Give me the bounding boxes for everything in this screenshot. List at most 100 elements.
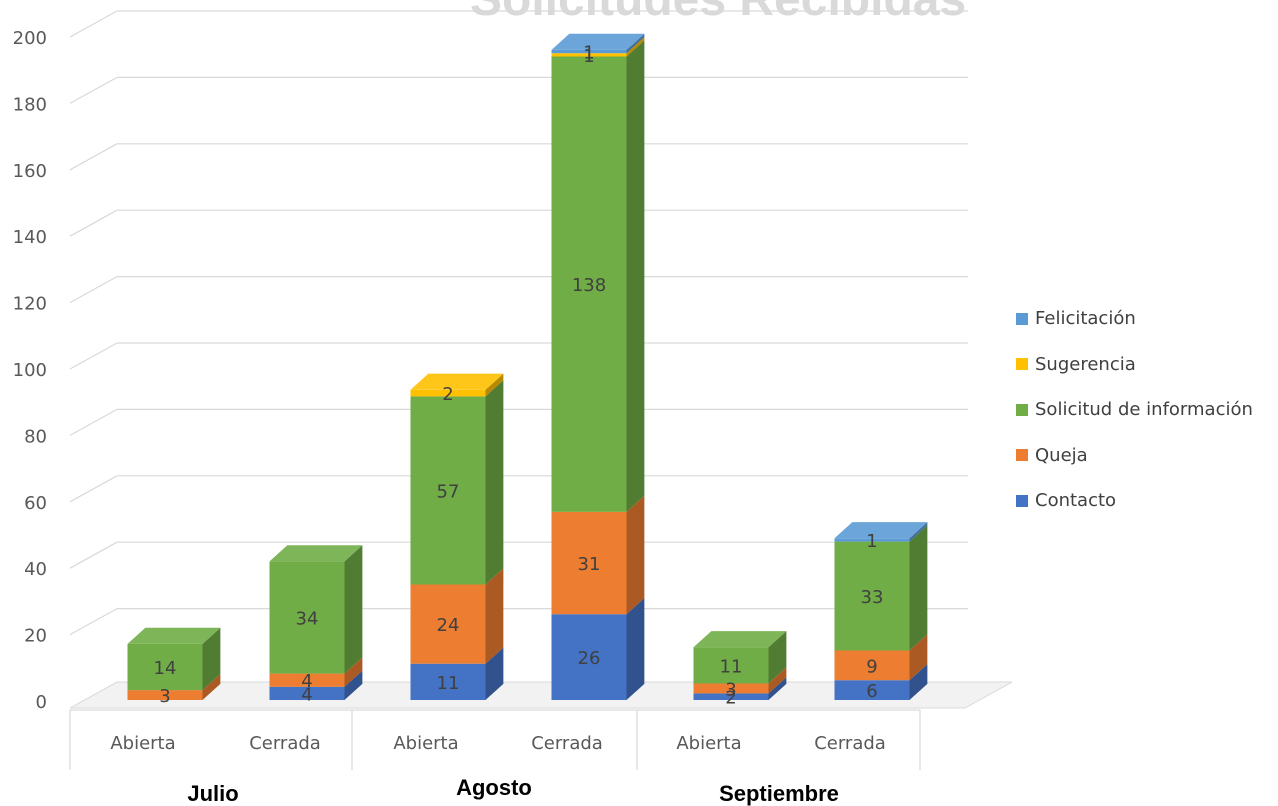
legend-item-queja: Queja — [1016, 433, 1253, 479]
bar-side — [768, 677, 787, 700]
bar-side — [626, 495, 645, 615]
bar-side — [909, 664, 928, 700]
data-label: 34 — [296, 609, 319, 630]
data-label: 4 — [301, 684, 312, 705]
legend-item-felicitacion: Felicitación — [1016, 296, 1253, 342]
x-tick-label: Abierta — [676, 733, 741, 754]
bar-side — [485, 373, 504, 397]
bar-top — [410, 373, 504, 390]
bar-segment — [410, 663, 486, 700]
bar-segment — [551, 511, 627, 615]
gridline-depth — [69, 209, 118, 237]
legend-label-solicitud: Solicitud de información — [1035, 399, 1253, 421]
bar-side — [909, 525, 928, 651]
x-tick-label: Abierta — [110, 733, 175, 754]
y-tick-label: 160 — [13, 161, 47, 182]
bar-top — [127, 627, 221, 644]
legend-label-sugerencia: Sugerencia — [1035, 353, 1136, 375]
bar-side — [768, 667, 787, 694]
bar-segment — [551, 49, 627, 54]
data-label: 26 — [578, 648, 601, 669]
chart-title: Solicitudes Recibidas — [470, 0, 966, 27]
bar-side — [202, 627, 221, 691]
gridline-depth — [69, 143, 118, 171]
gridline-depth — [69, 276, 118, 304]
x-tick-label: Cerrada — [814, 733, 886, 754]
x-group-label: Septiembre — [719, 781, 839, 806]
y-tick-label: 120 — [13, 294, 47, 315]
y-tick-label: 140 — [13, 227, 47, 248]
bar-side — [909, 634, 928, 681]
bar-segment — [551, 53, 627, 57]
x-group-label: Agosto — [456, 775, 532, 800]
bar-side — [626, 37, 645, 57]
data-label: 11 — [720, 656, 743, 677]
legend-swatch-sugerencia — [1016, 358, 1028, 371]
data-label: 24 — [437, 615, 460, 636]
data-label: 33 — [861, 587, 884, 608]
y-tick-label: 20 — [24, 626, 47, 647]
bar-segment — [834, 541, 910, 651]
data-label: 11 — [437, 673, 460, 694]
bar-top — [269, 545, 363, 562]
bar-segment — [410, 584, 486, 664]
data-label: 3 — [725, 679, 736, 700]
data-label: 14 — [154, 658, 177, 679]
data-label: 6 — [866, 681, 877, 702]
y-tick-label: 180 — [13, 94, 47, 115]
y-tick-label: 0 — [36, 692, 47, 713]
bar-segment — [127, 643, 203, 691]
bar-segment — [127, 690, 203, 700]
bar-side — [344, 545, 363, 674]
data-label: 1 — [583, 43, 594, 64]
bar-segment — [693, 693, 769, 700]
bar-segment — [551, 56, 627, 512]
x-group-label: Julio — [187, 781, 238, 806]
data-label: 2 — [442, 384, 453, 405]
chart-legend: Felicitación Sugerencia Solicitud de inf… — [1016, 296, 1253, 524]
y-tick-label: 60 — [24, 493, 47, 514]
legend-swatch-felicitacion — [1016, 312, 1028, 325]
bar-side — [485, 380, 504, 585]
bar-segment — [269, 686, 345, 700]
bar-side — [485, 647, 504, 700]
legend-swatch-contacto — [1016, 494, 1028, 507]
y-tick-label: 200 — [13, 28, 47, 49]
bar-side — [344, 657, 363, 687]
legend-label-contacto: Contacto — [1035, 490, 1117, 512]
bar-side — [485, 568, 504, 664]
gridline-depth — [69, 541, 118, 569]
data-label: 1 — [583, 46, 594, 67]
bar-segment — [269, 561, 345, 674]
bar-side — [768, 631, 787, 684]
y-tick-label: 40 — [24, 559, 47, 580]
bar-side — [344, 670, 363, 700]
data-label: 138 — [572, 275, 606, 296]
bar-top — [693, 631, 787, 648]
bar-side — [909, 522, 928, 542]
gridline-depth — [69, 408, 118, 436]
legend-item-contacto: Contacto — [1016, 478, 1253, 524]
bar-segment — [834, 650, 910, 681]
x-tick-label: Abierta — [393, 733, 458, 754]
bar-side — [626, 40, 645, 512]
gridline-depth — [69, 475, 118, 503]
legend-label-queja: Queja — [1035, 444, 1088, 466]
data-label: 3 — [159, 686, 170, 707]
bar-segment — [834, 538, 910, 542]
bar-side — [202, 673, 221, 700]
gridline-depth — [69, 76, 118, 104]
bar-segment — [269, 673, 345, 687]
x-tick-label: Cerrada — [531, 733, 603, 754]
data-label: 2 — [725, 688, 736, 709]
legend-item-solicitud: Solicitud de información — [1016, 387, 1253, 433]
y-tick-label: 100 — [13, 360, 47, 381]
bar-top — [551, 33, 645, 50]
gridline-depth — [69, 342, 118, 370]
data-label: 57 — [437, 481, 460, 502]
gridline-depth — [69, 10, 118, 38]
y-tick-label: 80 — [24, 426, 47, 447]
legend-item-sugerencia: Sugerencia — [1016, 342, 1253, 388]
x-tick-label: Cerrada — [249, 733, 321, 754]
